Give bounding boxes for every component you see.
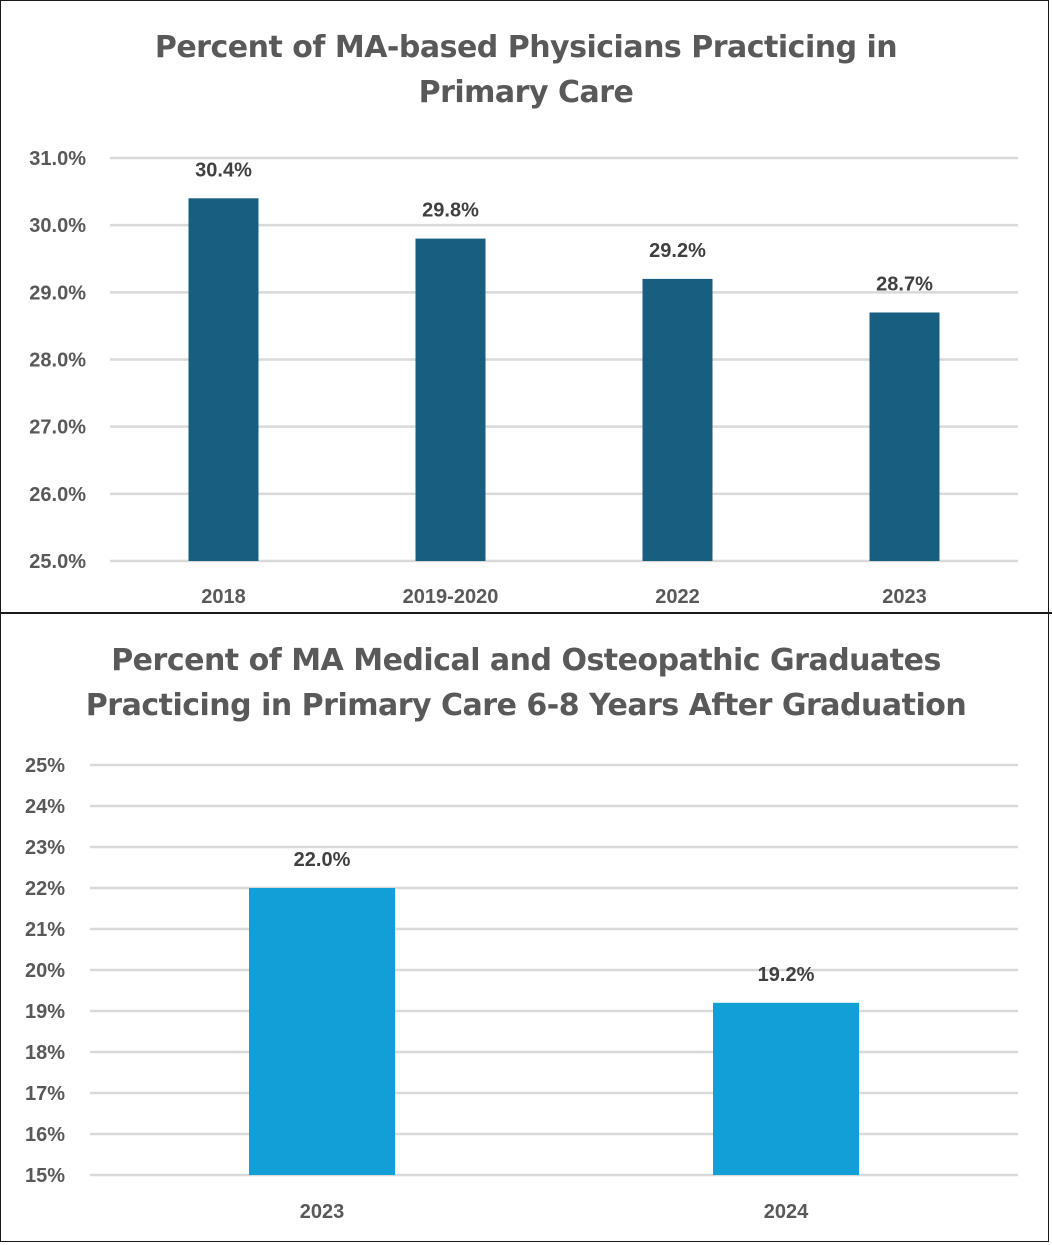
chart-2-bar xyxy=(713,1002,859,1175)
chart-2-data-label: 19.2% xyxy=(758,964,815,986)
chart-1-y-axis: 25.0% 26.0% 27.0% 28.0% 29.0% 30.0% 31.0% xyxy=(29,148,86,573)
chart-1-title: Percent of MA-based Physicians Practicin… xyxy=(0,25,1052,115)
chart-1-x-tick-label: 2023 xyxy=(882,586,927,608)
chart-2-y-tick-label: 18% xyxy=(25,1042,65,1064)
chart-1-gridlines xyxy=(110,156,1018,563)
chart-2-title-line-2: Practicing in Primary Care 6-8 Years Aft… xyxy=(85,688,967,723)
chart-1-title-line-1: Percent of MA-based Physicians Practicin… xyxy=(154,30,898,65)
chart-2-x-axis: 2023 2024 xyxy=(300,1201,809,1223)
chart-2-plot: 15% 16% 17% 18% 19% 20% 21% 22% 23% 24% 25% 22.0% 19… xyxy=(25,755,1018,1223)
chart-1-bar xyxy=(415,238,486,561)
chart-1-bars xyxy=(188,198,940,562)
chart-1-bar xyxy=(188,198,259,562)
chart-1-y-tick-label: 26.0% xyxy=(29,484,86,506)
chart-1-bar xyxy=(869,312,940,561)
chart-1-data-label: 28.7% xyxy=(876,273,933,295)
chart-1-y-tick-label: 30.0% xyxy=(29,215,86,237)
chart-1-y-tick-label: 31.0% xyxy=(29,148,86,170)
chart-2-gridlines xyxy=(90,763,1018,1177)
chart-2-data-label: 22.0% xyxy=(294,849,351,871)
chart-1-plot: 25.0% 26.0% 27.0% 28.0% 29.0% 30.0% 31.0% 30.4%… xyxy=(29,148,1018,608)
chart-2-y-tick-label: 20% xyxy=(25,960,65,982)
chart-2-y-tick-label: 25% xyxy=(25,755,65,777)
chart-2-x-tick-label: 2024 xyxy=(764,1201,809,1223)
chart-2-bars xyxy=(249,888,859,1175)
chart-2-bar xyxy=(249,888,395,1175)
chart-2-y-tick-label: 22% xyxy=(25,878,65,900)
chart-1-data-label: 29.2% xyxy=(649,240,706,262)
chart-1-data-labels: 30.4% 29.8% 29.2% 28.7% xyxy=(195,159,933,295)
chart-2-y-tick-label: 19% xyxy=(25,1001,65,1023)
chart-2-title-line-1: Percent of MA Medical and Osteopathic Gr… xyxy=(111,643,941,678)
chart-2-x-tick-label: 2023 xyxy=(300,1201,345,1223)
chart-1-y-tick-label: 25.0% xyxy=(29,551,86,573)
chart-1-y-tick-label: 28.0% xyxy=(29,350,86,372)
chart-1-title-line-2: Primary Care xyxy=(418,75,634,110)
chart-1-y-tick-label: 29.0% xyxy=(29,282,86,304)
chart-2-panel: Percent of MA Medical and Osteopathic Gr… xyxy=(0,614,1052,1245)
chart-1-x-axis: 2018 2019-2020 2022 2023 xyxy=(201,586,927,608)
chart-1-data-label: 29.8% xyxy=(422,200,479,222)
chart-2-y-tick-label: 16% xyxy=(25,1124,65,1146)
chart-2-y-tick-label: 24% xyxy=(25,796,65,818)
chart-1-bar xyxy=(642,278,713,561)
chart-1-y-tick-label: 27.0% xyxy=(29,417,86,439)
chart-2-y-tick-label: 17% xyxy=(25,1083,65,1105)
chart-1-x-tick-label: 2019-2020 xyxy=(403,586,499,608)
chart-2-y-axis: 15% 16% 17% 18% 19% 20% 21% 22% 23% 24% 25% xyxy=(25,755,65,1187)
chart-2-y-tick-label: 21% xyxy=(25,919,65,941)
chart-2-data-labels: 22.0% 19.2% xyxy=(294,849,815,986)
chart-1-data-label: 30.4% xyxy=(195,159,252,181)
chart-2-title: Percent of MA Medical and Osteopathic Gr… xyxy=(0,638,1052,728)
chart-divider xyxy=(0,612,1052,614)
chart-2-y-tick-label: 23% xyxy=(25,837,65,859)
chart-1-x-tick-label: 2022 xyxy=(655,586,700,608)
chart-1-x-tick-label: 2018 xyxy=(201,586,246,608)
chart-1-panel: Percent of MA-based Physicians Practicin… xyxy=(0,0,1052,612)
chart-2-y-tick-label: 15% xyxy=(25,1165,65,1187)
